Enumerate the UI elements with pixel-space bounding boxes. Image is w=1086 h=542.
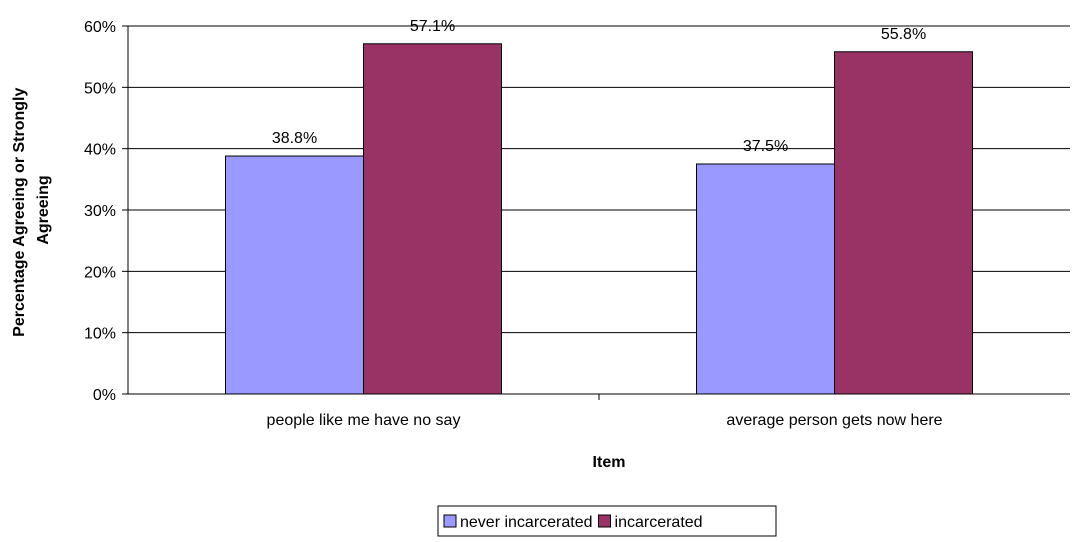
y-axis-title: Percentage Agreeing or Strongly Agreeing	[11, 83, 52, 337]
bar-incarcerated-0	[363, 43, 502, 395]
y-tick-label-60: 60%	[84, 19, 116, 36]
y-axis-title-line-2: Agreeing	[35, 175, 52, 244]
data-labels: 38.8% 57.1% 37.5% 55.8%	[272, 18, 926, 155]
data-label-incarcerated-0: 57.1%	[410, 18, 455, 35]
legend: never incarcerated incarcerated	[437, 505, 777, 537]
bars	[225, 43, 973, 395]
bar-incarcerated-1	[834, 51, 973, 395]
bar-never-incarcerated-1	[696, 163, 835, 395]
y-tick-label-10: 10%	[84, 326, 116, 343]
legend-swatch-never-incarcerated	[443, 514, 457, 528]
legend-label-never-incarcerated: never incarcerated	[460, 514, 593, 531]
y-axis-title-line-1: Percentage Agreeing or Strongly	[11, 88, 28, 337]
data-label-never-incarcerated-1: 37.5%	[743, 138, 788, 155]
y-tick-label-30: 30%	[84, 203, 116, 220]
bar-never-incarcerated-0	[225, 155, 364, 395]
y-tick-labels: 0% 10% 20% 30% 40% 50% 60%	[84, 19, 116, 404]
x-category-label-1: average person gets now here	[726, 412, 942, 429]
data-label-never-incarcerated-0: 38.8%	[272, 130, 317, 147]
axes	[122, 25, 1070, 400]
y-tick-label-50: 50%	[84, 80, 116, 97]
x-category-label-0: people like me have no say	[267, 412, 461, 429]
legend-swatch-incarcerated	[598, 514, 612, 528]
x-category-labels: people like me have no say average person…	[267, 412, 943, 429]
legend-label-incarcerated: incarcerated	[615, 514, 703, 531]
y-tick-label-40: 40%	[84, 142, 116, 159]
x-axis-title: Item	[593, 454, 626, 471]
y-tick-label-20: 20%	[84, 264, 116, 281]
data-label-incarcerated-1: 55.8%	[881, 26, 926, 43]
y-tick-label-0: 0%	[93, 387, 116, 404]
